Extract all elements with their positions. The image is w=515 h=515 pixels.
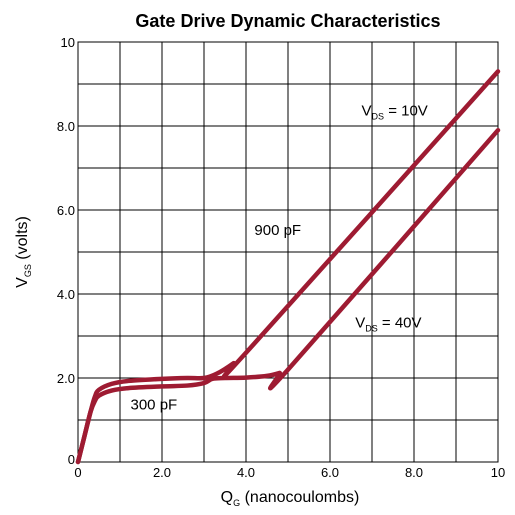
y-tick-label: 8.0 — [57, 119, 75, 134]
x-tick-label: 4.0 — [237, 465, 255, 480]
y-tick-label: 6.0 — [57, 203, 75, 218]
annotation-vds-10v-sub: DS — [372, 112, 385, 122]
annotation-300pf: 300 pF — [131, 397, 178, 414]
y-tick-label: 0 — [68, 452, 75, 467]
y-tick-label: 4.0 — [57, 287, 75, 302]
annotation-vds-40v-sub: DS — [365, 324, 378, 334]
annotation-vds-10v: VDS = 10V — [362, 103, 428, 122]
y-axis-label-main: V — [14, 277, 31, 288]
annotation-vds-40v: VDS = 40V — [355, 315, 421, 334]
chart-title: Gate Drive Dynamic Characteristics — [135, 11, 440, 31]
y-tick-label: 10 — [61, 35, 75, 50]
x-tick-label: 6.0 — [321, 465, 339, 480]
y-axis-label: VGS (volts) — [14, 216, 33, 288]
x-axis-label: QG (nanocoulombs) — [221, 489, 360, 508]
annotation-vds-10v-rest: = 10V — [384, 103, 428, 120]
x-tick-label: 8.0 — [405, 465, 423, 480]
annotation-900pf: 900 pF — [254, 222, 301, 239]
x-axis-label-rest: (nanocoulombs) — [240, 489, 359, 506]
x-axis-label-sub: G — [233, 498, 240, 508]
y-tick-label: 2.0 — [57, 371, 75, 386]
annotation-vds-40v-rest: = 40V — [378, 315, 422, 332]
x-tick-label: 0 — [74, 465, 81, 480]
annotation-vds-40v-main: V — [355, 315, 365, 332]
y-axis-label-sub: GS — [23, 264, 33, 277]
y-axis-label-rest: (volts) — [14, 216, 31, 264]
x-axis-label-main: Q — [221, 489, 233, 506]
x-tick-label: 10 — [491, 465, 505, 480]
x-tick-labels: 0 2.0 4.0 6.0 8.0 10 — [74, 465, 505, 480]
plot-frame — [77, 41, 499, 463]
x-tick-label: 2.0 — [153, 465, 171, 480]
curve-vds-40v — [75, 127, 501, 465]
y-tick-labels: 0 2.0 4.0 6.0 8.0 10 — [57, 35, 75, 467]
annotation-vds-10v-main: V — [362, 103, 372, 120]
